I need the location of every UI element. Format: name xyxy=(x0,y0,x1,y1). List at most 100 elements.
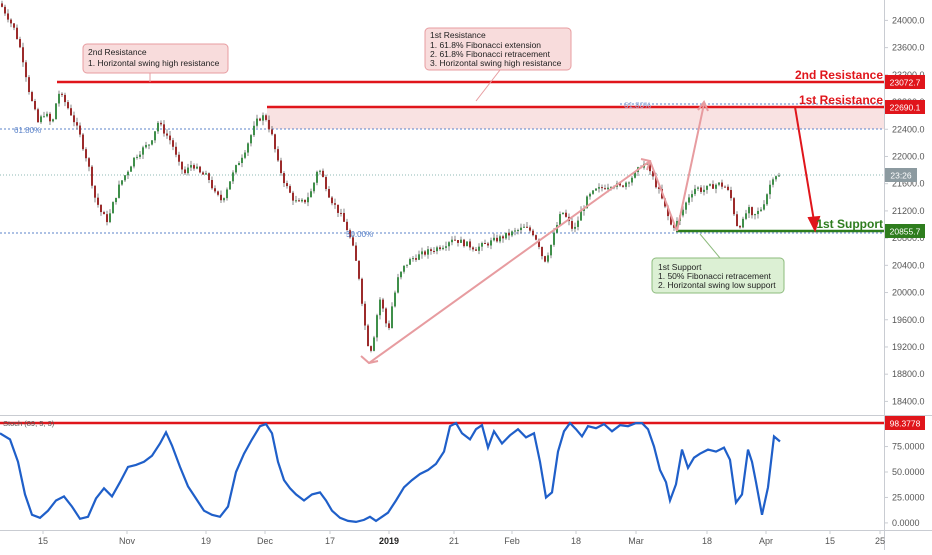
candle-body xyxy=(580,210,582,221)
time-axis[interactable]: 15 Nov 19 Dec 17 2019 21 Feb 18 Mar 18 Apr 15 25 xyxy=(38,530,885,546)
candle-body xyxy=(250,135,252,144)
candle-body xyxy=(73,115,75,123)
candle-body xyxy=(709,184,711,186)
candle-body xyxy=(337,204,339,213)
candle-body xyxy=(85,149,87,159)
candle-body xyxy=(286,183,288,187)
candle-body xyxy=(136,156,138,158)
resistance-zone xyxy=(267,107,884,129)
second-resistance-tag: 23072.7 xyxy=(885,75,925,89)
candle-body xyxy=(688,197,690,203)
price-axis[interactable]: 18400.0 18800.0 19200.0 19600.0 20000.0 20400… xyxy=(884,15,925,406)
candle-body xyxy=(469,241,471,248)
candle-body xyxy=(481,243,483,247)
candle-body xyxy=(232,172,234,182)
candle-body xyxy=(94,185,96,198)
candle-body xyxy=(667,206,669,217)
candle-body xyxy=(487,243,489,246)
second-resistance-callout[interactable]: 2nd Resistance 1. Horizontal swing high … xyxy=(82,43,229,74)
candle-body xyxy=(265,115,267,120)
candle-body xyxy=(379,299,381,316)
candle-body xyxy=(391,306,393,329)
price-tick-label: 23200.0 xyxy=(892,70,925,80)
candle-body xyxy=(4,6,6,14)
candle-body xyxy=(352,237,354,246)
candle-body xyxy=(400,271,402,278)
candle-body xyxy=(511,231,513,236)
candle-body xyxy=(736,214,738,226)
candle-body xyxy=(7,13,9,20)
candle-body xyxy=(187,167,189,174)
stoch-tick-label: 25.0000 xyxy=(892,492,925,502)
candle-body xyxy=(145,144,147,148)
fib-label: 50.00% xyxy=(346,230,373,239)
candle-body xyxy=(259,118,261,121)
candle-body xyxy=(673,224,675,228)
candle-body xyxy=(124,175,126,181)
oscillator-pane[interactable] xyxy=(0,415,884,530)
price-tick-label: 23600.0 xyxy=(892,43,925,53)
candle-body xyxy=(184,169,186,174)
candle-body xyxy=(298,200,300,202)
candle-body xyxy=(766,194,768,205)
candle-body xyxy=(151,140,153,145)
candle-body xyxy=(133,157,135,167)
candle-body xyxy=(652,171,654,177)
candle-body xyxy=(64,94,66,103)
candle-body xyxy=(598,187,600,189)
callout-line: 1st Resistance xyxy=(430,30,486,40)
candle-body xyxy=(304,199,306,203)
time-tick-label: 17 xyxy=(325,536,335,546)
candle-body xyxy=(346,221,348,231)
first-support-callout[interactable]: 1st Support 1. 50% Fibonacci retracement… xyxy=(651,257,785,294)
time-tick-label: 25 xyxy=(875,536,885,546)
time-tick-label: Mar xyxy=(628,536,644,546)
candle-body xyxy=(775,176,777,180)
time-tick-label: 19 xyxy=(201,536,211,546)
candle-body xyxy=(550,244,552,256)
time-tick-label: Nov xyxy=(119,536,136,546)
stoch-indicator-label[interactable]: Stoch (89, 5, 3) xyxy=(3,419,55,428)
price-tick-label: 20000.0 xyxy=(892,288,925,298)
candle-body xyxy=(748,207,750,214)
candle-body xyxy=(364,303,366,326)
fib-trend-arrow xyxy=(360,100,709,365)
candle-body xyxy=(43,116,45,118)
candle-body xyxy=(13,23,15,28)
candle-body xyxy=(295,200,297,202)
candle-body xyxy=(670,216,672,225)
svg-text:98.3778: 98.3778 xyxy=(890,419,921,429)
candle-body xyxy=(289,186,291,193)
current-price-tag: 23:26 xyxy=(885,168,917,182)
candle-body xyxy=(46,113,48,117)
candle-body xyxy=(76,122,78,126)
first-support-tag: 20855.7 xyxy=(885,224,925,238)
candle-body xyxy=(478,246,480,251)
price-tick-label: 18800.0 xyxy=(892,369,925,379)
candle-body xyxy=(382,299,384,309)
candle-body xyxy=(532,230,534,236)
price-candles xyxy=(1,0,780,353)
candle-body xyxy=(445,246,447,248)
candle-body xyxy=(181,161,183,170)
forecast-arrow xyxy=(794,106,821,233)
fib-label: 61.80% xyxy=(14,126,41,135)
candle-body xyxy=(19,39,21,48)
candle-body xyxy=(403,265,405,272)
candle-body xyxy=(1,3,3,7)
candle-body xyxy=(619,183,621,186)
candle-body xyxy=(466,241,468,247)
candle-body xyxy=(316,171,318,183)
candle-body xyxy=(484,243,486,245)
candle-body xyxy=(118,184,120,198)
candle-body xyxy=(25,62,27,78)
candle-body xyxy=(649,163,651,172)
candle-body xyxy=(190,165,192,168)
candle-body xyxy=(88,158,90,167)
price-tick-label: 22400.0 xyxy=(892,124,925,134)
candle-body xyxy=(91,166,93,186)
candle-body xyxy=(397,277,399,293)
first-resistance-callout[interactable]: 1st Resistance 1. 61.8% Fibonacci extens… xyxy=(424,27,572,71)
candle-body xyxy=(553,232,555,245)
candle-body xyxy=(697,187,699,189)
